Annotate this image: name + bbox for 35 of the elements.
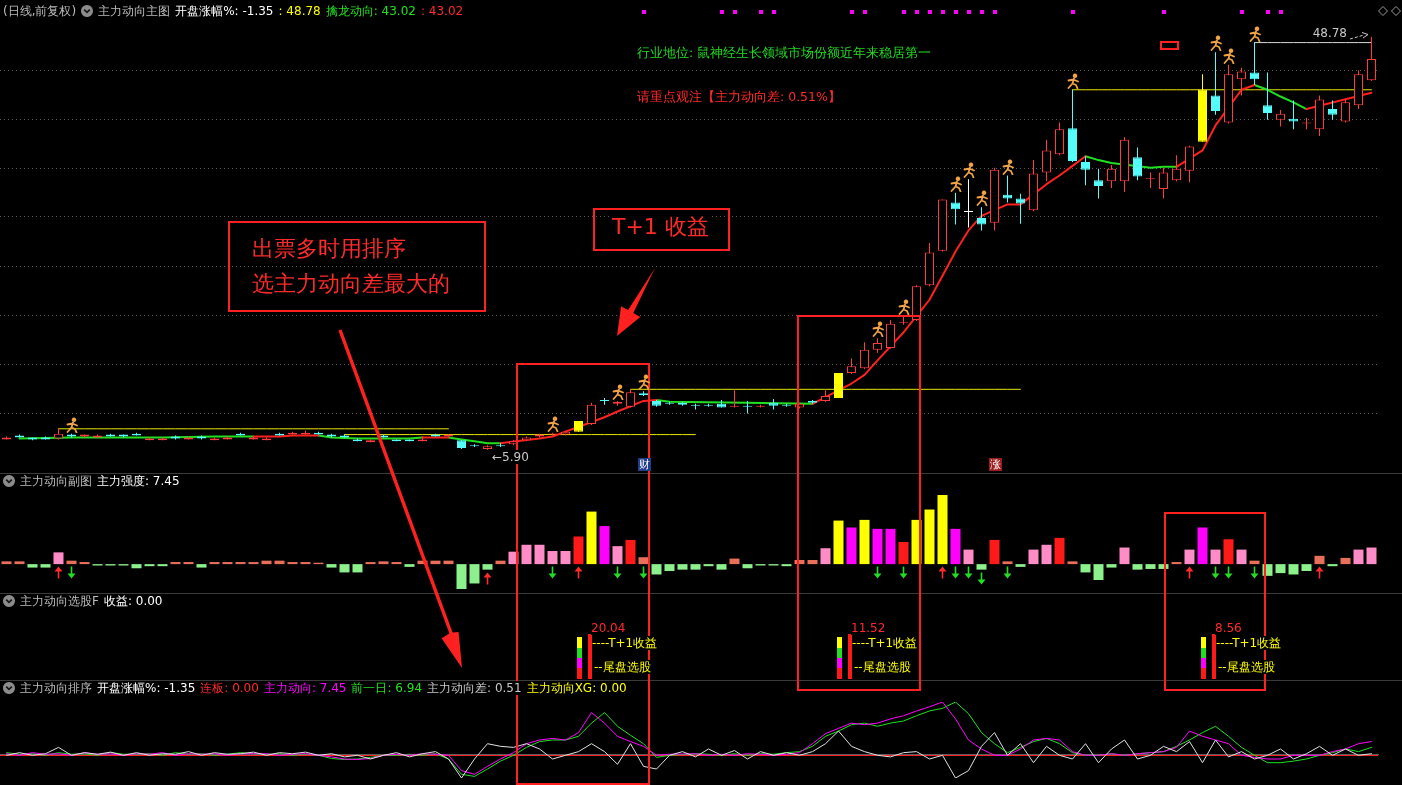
text: 11.52 bbox=[851, 621, 886, 635]
annotation: 出票多时用排序 bbox=[252, 236, 406, 262]
text: : 48.78 bbox=[278, 4, 321, 18]
text: 前一日: 6.94 bbox=[351, 681, 423, 695]
text: ----T+1收益 bbox=[592, 636, 658, 650]
text: 主力动向差: 0.51 bbox=[427, 681, 522, 695]
text: 20.04 bbox=[591, 621, 626, 635]
text: 主力动向选股F bbox=[20, 594, 99, 608]
text: 涨 bbox=[989, 458, 1002, 471]
text: ----T+1收益 bbox=[852, 636, 918, 650]
text: 收益: 0.00 bbox=[103, 594, 163, 608]
text: 主力动向: 7.45 bbox=[263, 681, 347, 695]
text: --尾盘选股 bbox=[854, 660, 911, 674]
annotation: 选主力动向差最大的 bbox=[252, 271, 450, 297]
chart-title: 主力动向排序 bbox=[20, 681, 92, 695]
text: 主力强度: 7.45 bbox=[97, 474, 180, 488]
text: 财 bbox=[638, 458, 651, 471]
text: 开盘涨幅%: -1.35 bbox=[175, 4, 274, 18]
annotation: 行业地位: 鼠神经生长领域市场份额近年来稳居第一 bbox=[637, 45, 932, 61]
chart-title: 主力动向副图 bbox=[20, 474, 92, 488]
text: 连板: 0.00 bbox=[200, 681, 259, 695]
text: : 43.02 bbox=[420, 4, 464, 18]
annotation: 48.78 bbox=[1312, 26, 1347, 40]
text: --尾盘选股 bbox=[594, 660, 651, 674]
annotation: T+1 收益 bbox=[612, 214, 709, 240]
chart-title: (日线,前复权) bbox=[3, 4, 77, 18]
chart-subtitle: 主力动向主图 bbox=[98, 4, 171, 18]
text: 主力动向XG: 0.00 bbox=[526, 681, 627, 695]
text: ----T+1收益 bbox=[1216, 636, 1282, 650]
text: --尾盘选股 bbox=[1218, 660, 1275, 674]
text: 8.56 bbox=[1215, 621, 1242, 635]
text: 开盘涨幅%: -1.35 bbox=[97, 681, 196, 695]
text: 擒龙动向: 43.02 bbox=[325, 4, 416, 18]
annotation: ←5.90 bbox=[492, 450, 529, 464]
annotation: 请重点观注【主力动向差: 0.51%】 bbox=[637, 89, 841, 105]
